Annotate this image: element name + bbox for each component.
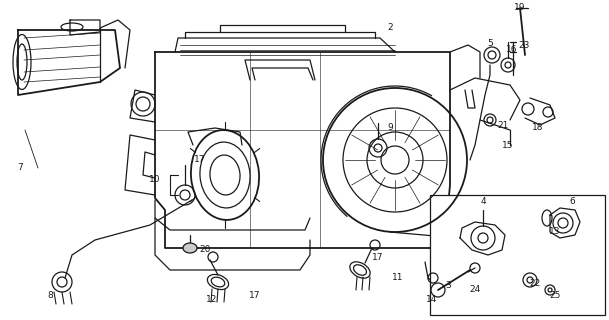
Text: 5: 5	[487, 38, 493, 47]
Text: 2: 2	[387, 23, 393, 33]
Text: 4: 4	[480, 197, 486, 206]
Text: 25: 25	[549, 291, 561, 300]
Text: 9: 9	[387, 124, 393, 132]
Text: 16: 16	[506, 45, 518, 54]
Text: 24: 24	[470, 285, 481, 294]
Ellipse shape	[183, 243, 197, 253]
Text: 23: 23	[518, 41, 530, 50]
Text: 8: 8	[47, 291, 53, 300]
Text: 18: 18	[532, 124, 544, 132]
Text: 14: 14	[426, 295, 438, 305]
Text: 3: 3	[445, 281, 451, 290]
Text: 17: 17	[249, 291, 261, 300]
Text: 12: 12	[206, 295, 217, 305]
Text: 20: 20	[199, 245, 211, 254]
Text: 10: 10	[149, 175, 161, 185]
Text: 21: 21	[498, 121, 509, 130]
Text: 17: 17	[372, 253, 384, 262]
Bar	[430, 195, 605, 315]
Text: 11: 11	[392, 274, 404, 283]
Text: 13: 13	[549, 228, 561, 236]
Text: 6: 6	[569, 197, 575, 206]
Text: 17: 17	[194, 156, 206, 164]
Text: 19: 19	[514, 4, 526, 12]
Text: 22: 22	[529, 278, 541, 287]
Text: 7: 7	[17, 164, 23, 172]
Text: 15: 15	[502, 140, 514, 149]
